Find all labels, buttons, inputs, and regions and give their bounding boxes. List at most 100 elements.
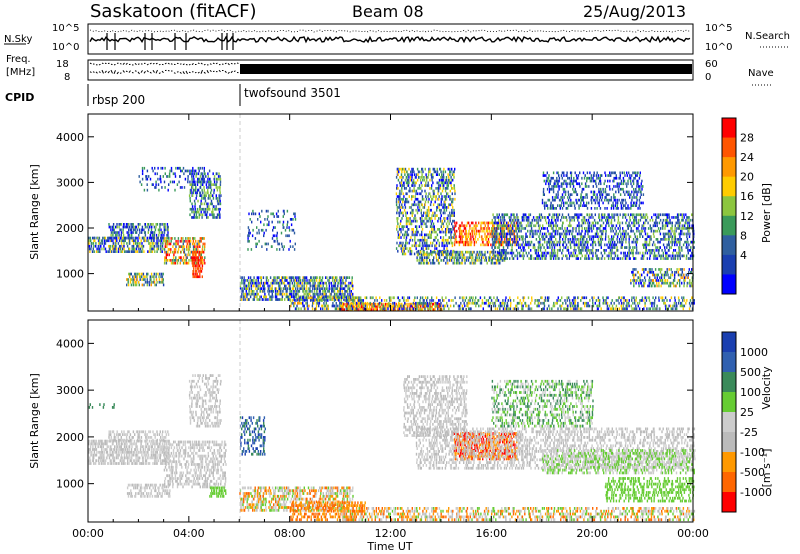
echo-cell	[498, 259, 500, 262]
echo-cell	[546, 179, 549, 183]
echo-cell	[203, 186, 205, 189]
echo-cell	[247, 276, 250, 279]
echo-cell	[144, 275, 146, 279]
echo-cell	[289, 239, 291, 243]
echo-cell	[109, 247, 112, 251]
echo-cell	[505, 243, 507, 247]
echo-cell	[191, 180, 193, 184]
echo-cell	[126, 250, 129, 253]
echo-cell	[569, 201, 571, 205]
echo-cell	[269, 295, 271, 299]
echo-cell	[179, 239, 181, 243]
echo-cell	[279, 287, 281, 290]
echo-cell	[265, 276, 268, 279]
echo-cell	[418, 252, 420, 256]
echo-cell	[668, 243, 670, 247]
echo-cell	[95, 242, 97, 245]
echo-cell	[259, 290, 261, 293]
echo-cell	[139, 275, 141, 279]
echo-cell	[511, 229, 514, 233]
nave-dot	[140, 70, 143, 73]
echo-cell	[397, 200, 400, 204]
echo-cell	[661, 221, 664, 225]
echo-cell	[200, 250, 202, 254]
echo-cell	[548, 179, 551, 183]
echo-cell	[240, 295, 242, 299]
echo-cell	[204, 213, 206, 217]
echo-cell	[567, 196, 569, 199]
echo-cell	[398, 244, 401, 248]
noise-right-label: N.Search	[745, 31, 790, 42]
echo-cell	[503, 259, 506, 262]
echo-cell	[444, 189, 447, 193]
echo-cell	[491, 259, 493, 262]
echo-cell	[356, 296, 358, 300]
echo-cell	[150, 272, 153, 276]
echo-cell	[175, 239, 177, 243]
echo-cell	[315, 287, 317, 290]
echo-cell	[274, 234, 276, 238]
echo-cell	[496, 240, 498, 244]
echo-cell	[559, 185, 561, 188]
echo-cell	[542, 193, 545, 196]
echo-cell	[441, 244, 443, 248]
echo-cell	[219, 207, 221, 211]
echo-cell	[574, 235, 576, 238]
echo-cell	[153, 280, 156, 284]
echo-cell	[556, 216, 558, 219]
echo-cell	[310, 296, 312, 300]
echo-cell	[344, 304, 347, 308]
echo-cell	[668, 246, 671, 249]
echo-cell	[289, 281, 291, 285]
echo-cell	[565, 243, 568, 247]
echo-cell	[327, 296, 329, 300]
echo-cell	[349, 305, 351, 309]
echo-cell	[650, 249, 652, 252]
echo-cell	[350, 290, 352, 293]
echo-cell	[547, 176, 550, 180]
echo-cell	[104, 247, 107, 251]
echo-cell	[131, 247, 133, 251]
echo-cell	[417, 203, 419, 207]
echo-cell	[330, 295, 332, 299]
echo-cell	[441, 253, 443, 257]
echo-cell	[90, 239, 92, 243]
echo-cell	[607, 235, 610, 238]
echo-cell	[478, 235, 481, 238]
echo-cell	[346, 290, 349, 293]
echo-cell	[527, 221, 529, 225]
echo-cell	[547, 238, 550, 241]
echo-cell	[414, 214, 416, 217]
echo-cell	[473, 240, 476, 244]
echo-cell	[617, 249, 619, 252]
echo-cell	[595, 196, 597, 199]
echo-cell	[153, 244, 156, 248]
echo-cell	[427, 244, 429, 248]
echo-cell	[219, 183, 222, 186]
echo-cell	[432, 241, 434, 245]
echo-cell	[192, 270, 195, 273]
echo-cell	[276, 290, 279, 293]
nave-dot	[119, 72, 122, 74]
echo-cell	[582, 187, 585, 191]
echo-cell	[620, 246, 622, 249]
echo-cell	[600, 243, 602, 247]
echo-cell	[630, 249, 633, 252]
echo-cell	[200, 199, 202, 203]
echo-cell	[292, 295, 295, 299]
echo-cell	[198, 242, 201, 246]
echo-cell	[341, 292, 343, 296]
echo-cell	[563, 246, 565, 249]
echo-cell	[338, 296, 341, 300]
echo-cell	[335, 301, 337, 305]
echo-cell	[622, 235, 624, 238]
echo-cell	[683, 224, 686, 228]
echo-cell	[309, 287, 311, 290]
echo-cell	[674, 257, 677, 260]
echo-cell	[194, 205, 196, 208]
echo-cell	[420, 225, 423, 228]
echo-cell	[96, 236, 98, 240]
echo-cell	[685, 240, 687, 244]
echo-cell	[507, 240, 509, 244]
echo-cell	[444, 250, 446, 254]
